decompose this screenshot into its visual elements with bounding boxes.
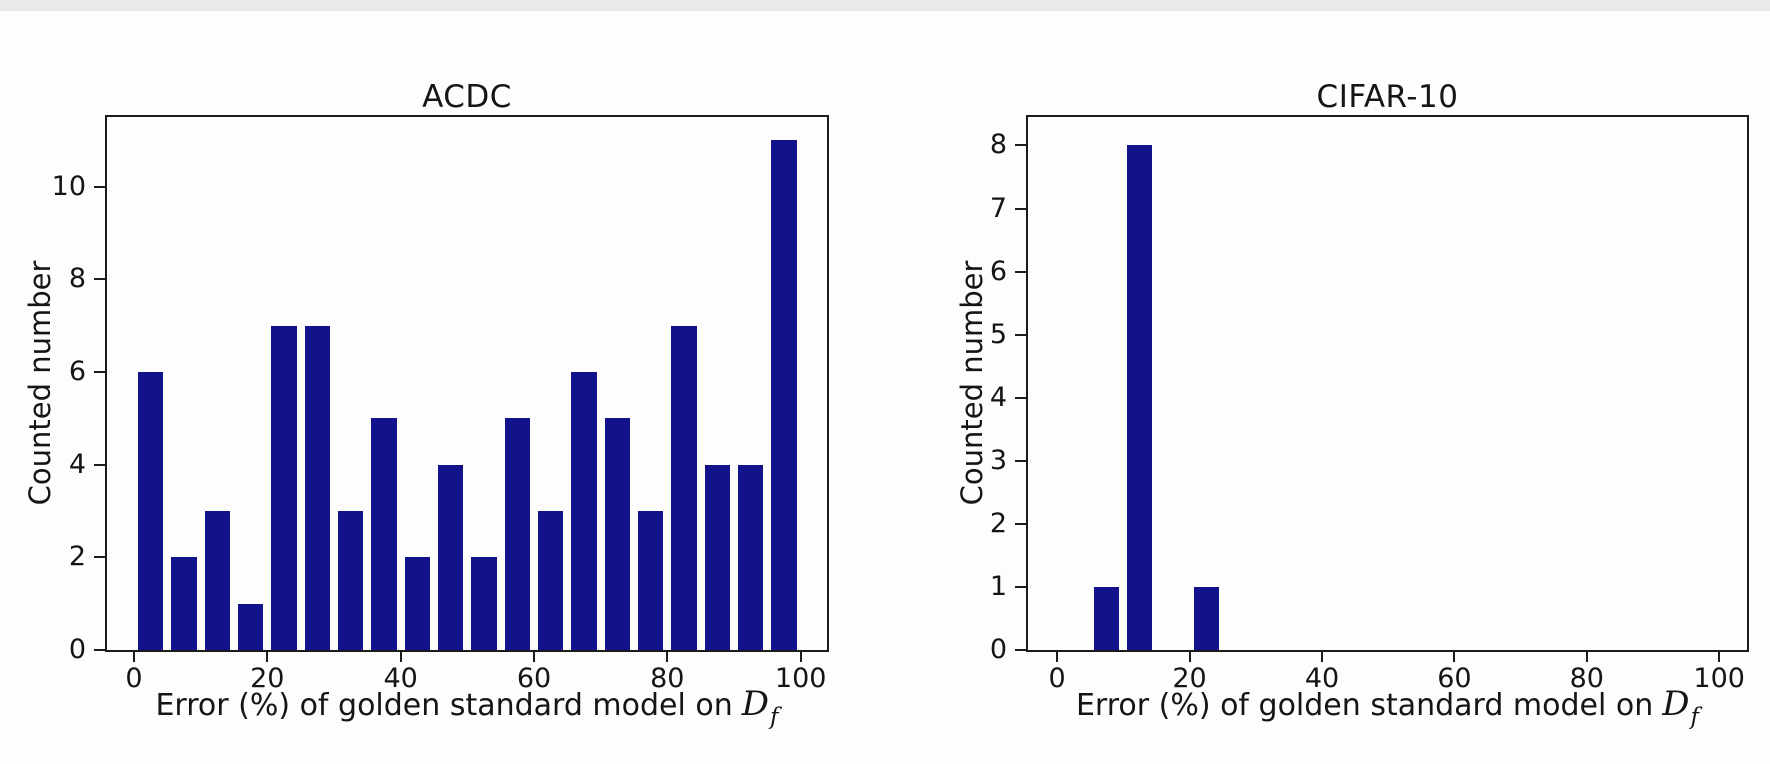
histogram-bar: [704, 464, 730, 650]
x-tick: [1188, 652, 1191, 662]
histogram-bar: [371, 418, 397, 650]
y-tick: [94, 649, 105, 651]
x-tick: [399, 652, 402, 662]
y-tick: [94, 278, 105, 281]
y-tick: [94, 556, 105, 559]
math-d-symbol: D: [741, 684, 769, 724]
y-tick: [94, 463, 105, 466]
chart-title: ACDC: [422, 79, 512, 115]
histogram-bar: [504, 418, 530, 650]
x-tick-label: 100: [1693, 663, 1745, 694]
cifar10-chart: CIFAR-10 Counted number Error (%) of gol…: [885, 0, 1770, 764]
x-tick: [666, 652, 669, 662]
acdc-chart: ACDC Counted number Error (%) of golden …: [23, 79, 829, 735]
math-subscript-f: f: [1690, 704, 1700, 730]
math-subscript-f: f: [770, 704, 779, 730]
x-tick: [1718, 652, 1721, 662]
x-tick-label: 40: [383, 663, 418, 694]
histogram-bar: [538, 511, 564, 650]
x-tick: [1321, 652, 1323, 662]
y-tick-label: 4: [989, 381, 1007, 413]
x-tick-label: 0: [125, 663, 143, 694]
x-axis-label: Error (%) of golden standard model on Df: [105, 686, 829, 735]
x-tick-label: 100: [774, 663, 827, 694]
y-tick-label: 6: [68, 355, 86, 387]
y-tick-label: 3: [989, 444, 1007, 476]
histogram-bar: [471, 557, 497, 650]
y-tick-label: 5: [989, 318, 1007, 350]
y-tick-label: 8: [989, 129, 1007, 161]
y-tick-label: 2: [989, 507, 1007, 539]
y-tick-label: 1: [989, 570, 1007, 602]
x-tick-label: 80: [650, 663, 685, 694]
y-tick: [1015, 649, 1026, 651]
y-tick-label: 6: [989, 255, 1007, 287]
histogram-bar: [438, 464, 464, 650]
x-tick-label: 20: [1172, 663, 1207, 694]
x-tick: [533, 652, 535, 662]
screenshot-top-edge: [0, 0, 1770, 11]
y-tick-label: 10: [51, 170, 86, 202]
x-tick: [133, 652, 135, 662]
x-tick: [1056, 652, 1059, 662]
x-tick-label: 20: [250, 663, 285, 694]
x-tick-label: 60: [1437, 663, 1472, 694]
histogram-bar: [404, 557, 430, 650]
histogram-bar: [671, 325, 697, 650]
plot-area: [105, 115, 829, 652]
x-tick: [266, 652, 269, 662]
y-tick: [1015, 522, 1026, 525]
y-tick-label: 4: [68, 448, 86, 480]
y-tick: [1015, 396, 1026, 399]
histogram-bar: [204, 511, 230, 650]
histogram-bar: [304, 325, 330, 650]
y-tick-label: 7: [989, 192, 1007, 224]
y-tick: [1015, 459, 1026, 462]
y-tick-label: 8: [68, 263, 86, 295]
histogram-bar: [238, 603, 264, 650]
y-tick: [1015, 270, 1026, 273]
y-tick: [1015, 585, 1026, 588]
y-tick: [94, 185, 105, 188]
histogram-bar: [571, 371, 597, 650]
histogram-bar: [771, 140, 797, 650]
histogram-bar: [638, 511, 664, 650]
math-d-symbol: D: [1662, 684, 1690, 724]
x-tick-label: 40: [1304, 663, 1340, 694]
histogram-bar: [271, 325, 297, 650]
y-tick: [1015, 207, 1026, 210]
y-tick-label: 2: [68, 541, 86, 573]
chart-title: CIFAR-10: [1316, 79, 1459, 115]
histogram-bar: [171, 557, 197, 650]
plot-area: [1026, 115, 1749, 652]
histogram-bar: [604, 418, 630, 650]
x-tick: [1453, 652, 1456, 662]
x-axis-label-text: Error (%) of golden standard model on: [1075, 688, 1654, 723]
y-tick-label: 0: [68, 634, 86, 665]
histogram-bar: [1127, 145, 1153, 650]
y-tick-label: 0: [989, 634, 1007, 665]
x-tick-label: 80: [1569, 663, 1604, 694]
histogram-bar: [138, 371, 164, 650]
histogram-bar: [1094, 586, 1120, 650]
y-tick: [1015, 333, 1026, 336]
x-axis-label: Error (%) of golden standard model on Df: [1026, 686, 1749, 735]
histogram-bar: [738, 464, 764, 650]
x-tick: [799, 652, 802, 662]
x-tick-label: 0: [1048, 663, 1066, 694]
x-axis-label-text: Error (%) of golden standard model on: [155, 688, 733, 723]
x-tick: [1585, 652, 1588, 662]
y-tick: [94, 370, 105, 373]
x-tick-label: 60: [516, 663, 552, 694]
histogram-bar: [338, 511, 364, 650]
y-tick: [1015, 144, 1026, 147]
histogram-bar: [1193, 586, 1219, 650]
